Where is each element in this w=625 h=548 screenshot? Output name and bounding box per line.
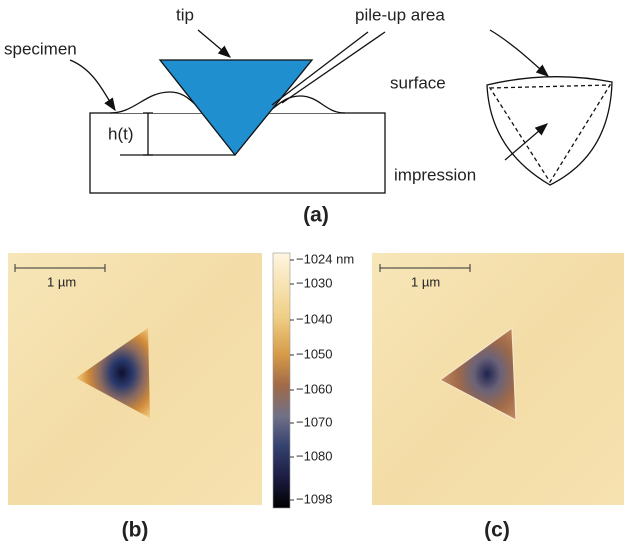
scale-bar-label: 1 µm [411, 274, 440, 289]
colorbar-tick: −1080 [296, 448, 333, 463]
label-surface: surface [390, 73, 446, 92]
colorbar-tick: −1098 [296, 491, 333, 506]
scale-bar-label: 1 µm [47, 274, 76, 289]
label-depth: h(t) [108, 124, 134, 143]
colorbar [273, 253, 294, 508]
afm-image-c [372, 253, 624, 505]
caption-a: (a) [303, 204, 329, 227]
afm-image-b [8, 253, 262, 505]
colorbar-tick: −1050 [296, 346, 333, 361]
schematic [70, 30, 612, 193]
label-pile-up: pile-up area [355, 5, 445, 24]
figure: specimen tip pile-up area surface h(t) i… [0, 0, 625, 548]
caption-c: (c) [484, 519, 510, 542]
colorbar-tick: −1024 nm [296, 251, 354, 266]
label-impression: impression [394, 165, 476, 184]
label-tip: tip [176, 5, 194, 24]
colorbar-tick: −1070 [296, 414, 333, 429]
label-specimen: specimen [4, 39, 77, 58]
colorbar-tick: −1040 [296, 311, 333, 326]
caption-b: (b) [122, 519, 149, 542]
colorbar-tick: −1060 [296, 381, 333, 396]
colorbar-tick: −1030 [296, 275, 333, 290]
